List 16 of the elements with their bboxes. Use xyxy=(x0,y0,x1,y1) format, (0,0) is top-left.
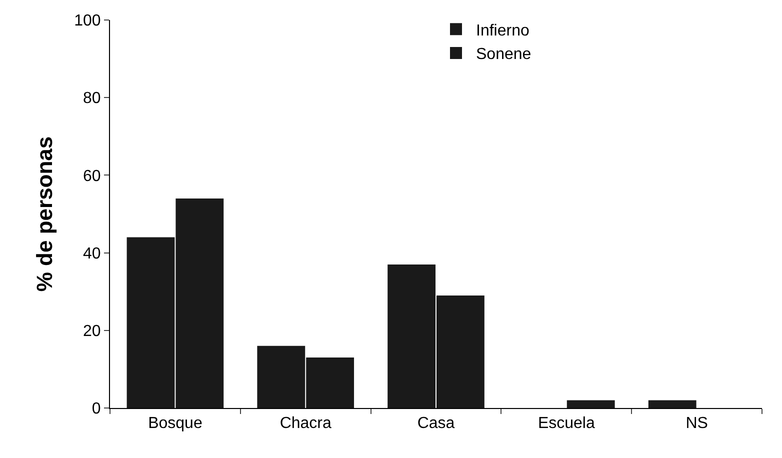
x-tick-label: Bosque xyxy=(148,415,202,432)
y-tick-label: 0 xyxy=(92,400,101,418)
x-tick-label: Casa xyxy=(417,415,455,432)
bar xyxy=(566,400,615,408)
legend-label: Infierno xyxy=(476,22,530,40)
x-tick-label: Chacra xyxy=(280,415,332,432)
bar xyxy=(648,400,696,408)
legend-label: Sonene xyxy=(476,46,532,64)
y-tick-label: 20 xyxy=(83,323,101,340)
x-tick-label: Escuela xyxy=(538,415,595,432)
y-tick-label: 60 xyxy=(83,168,101,185)
y-tick-label: 80 xyxy=(83,90,101,108)
y-axis-title: % de personas xyxy=(32,136,57,292)
y-tick-label: 40 xyxy=(83,245,101,262)
x-tick-label: NS xyxy=(686,415,708,432)
y-tick-label: 100 xyxy=(74,12,101,30)
